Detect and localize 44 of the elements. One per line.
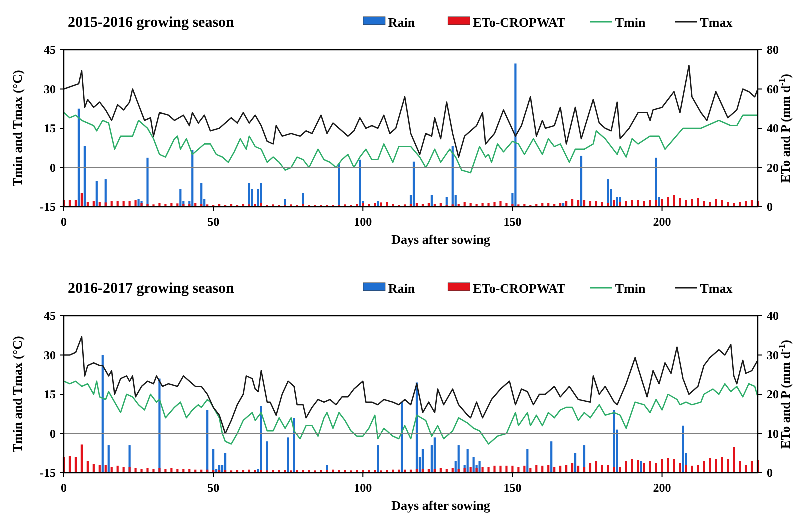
legend-label: Tmax — [700, 281, 734, 296]
x-axis-title: Days after sowing — [392, 232, 491, 247]
y2-tick-label: 40 — [767, 122, 779, 136]
y-axis-title: Tmin and Tmax (°C) — [10, 336, 25, 453]
y2-tick-label: 30 — [767, 348, 779, 362]
y2-tick-label: 40 — [767, 309, 779, 324]
y-tick-label: 45 — [44, 309, 56, 324]
legend-label: Tmin — [615, 281, 647, 296]
y-tick-label: 0 — [50, 160, 56, 175]
x-tick-label: 50 — [208, 481, 220, 495]
y-tick-label: 30 — [44, 348, 56, 362]
y2-tick-label: 0 — [767, 466, 773, 480]
y2-tick-label: 20 — [767, 388, 779, 402]
x-tick-label: 150 — [504, 481, 522, 495]
x-tick-label: 100 — [354, 481, 372, 495]
legend-label: Rain — [388, 281, 416, 296]
legend-label: Rain — [388, 15, 416, 30]
legend-label: ETo-CROPWAT — [473, 281, 566, 296]
x-tick-label: 0 — [61, 481, 67, 495]
y2-tick-label: 0 — [767, 200, 773, 214]
legend-label: Tmin — [615, 15, 647, 30]
y2-tick-label: 20 — [767, 160, 779, 175]
y-axis-title: Tmin and Tmax (°C) — [10, 70, 25, 187]
x-tick-label: 150 — [504, 215, 522, 229]
chart-title: 2016-2017 growing season — [68, 281, 236, 297]
legend-label: Tmax — [700, 15, 734, 30]
x-tick-label: 200 — [653, 215, 672, 229]
y2-tick-label: 10 — [767, 426, 779, 441]
y-tick-label: 15 — [44, 122, 56, 136]
chart-title: 2015-2016 growing season — [68, 15, 236, 31]
x-axis-title: Days after sowing — [392, 498, 491, 513]
y-tick-label: 45 — [44, 43, 56, 58]
y-tick-label: -15 — [40, 466, 56, 480]
y-tick-label: 30 — [44, 82, 56, 96]
x-tick-label: 0 — [61, 215, 67, 229]
x-tick-label: 200 — [653, 481, 672, 495]
legend-label: ETo-CROPWAT — [473, 15, 566, 30]
y-tick-label: 0 — [50, 426, 56, 441]
y2-tick-label: 60 — [767, 82, 779, 96]
y-tick-label: -15 — [40, 200, 56, 214]
y2-tick-label: 80 — [767, 43, 779, 58]
y-tick-label: 15 — [44, 388, 56, 402]
x-tick-label: 50 — [208, 215, 220, 229]
x-tick-label: 100 — [354, 215, 372, 229]
